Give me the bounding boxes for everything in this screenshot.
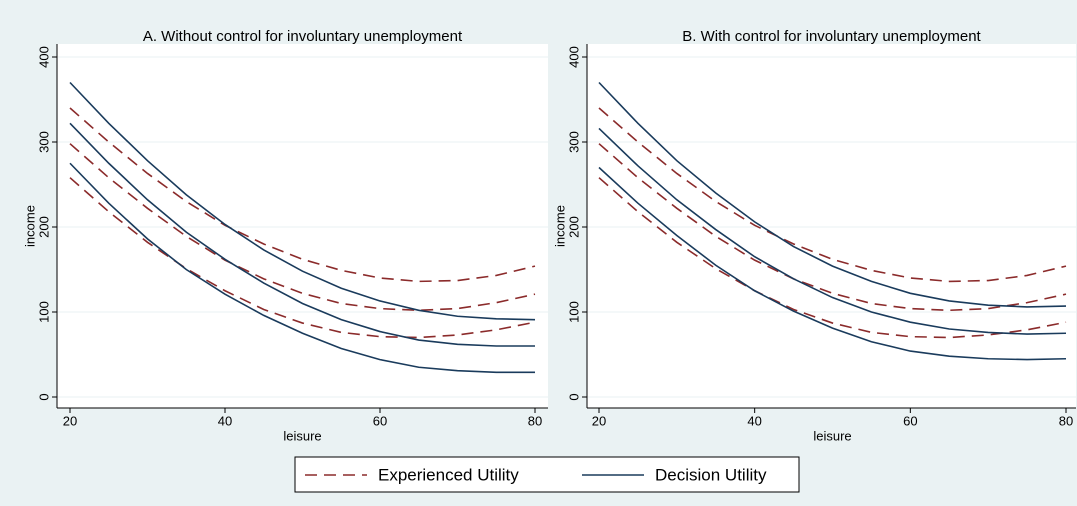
- x-tick-label: 40: [218, 413, 232, 428]
- y-tick-label: 200: [36, 216, 51, 238]
- series-line: [69, 81, 536, 321]
- series-line: [598, 107, 1067, 283]
- series-line: [69, 162, 535, 374]
- y-tick-label: 400: [566, 46, 581, 68]
- y-tick-label: 0: [566, 393, 581, 400]
- series-line: [598, 177, 1067, 339]
- x-tick-label: 60: [373, 413, 387, 428]
- series-line: [69, 107, 536, 283]
- series-line: [598, 166, 1067, 361]
- series-line: [598, 127, 1067, 335]
- x-tick-label: 60: [903, 413, 917, 428]
- y-tick-label: 300: [36, 131, 51, 153]
- series-line: [69, 143, 536, 312]
- y-tick-label: 400: [36, 46, 51, 68]
- plot-area: [587, 44, 1076, 408]
- y-axis-label: income: [552, 205, 567, 247]
- x-tick-label: 20: [63, 413, 77, 428]
- y-tick-label: 100: [566, 301, 581, 323]
- x-axis-label: leisure: [813, 428, 851, 443]
- y-tick-label: 0: [36, 393, 51, 400]
- series-line: [598, 81, 1067, 308]
- x-tick-label: 20: [592, 413, 606, 428]
- x-tick-label: 40: [747, 413, 761, 428]
- plot-area: [57, 44, 548, 408]
- x-tick-label: 80: [1059, 413, 1073, 428]
- chart-title: A. Without control for involuntary unemp…: [143, 28, 463, 45]
- series-line: [598, 143, 1067, 312]
- series-line: [69, 177, 536, 339]
- legend-label: Experienced Utility: [378, 465, 519, 484]
- x-axis-label: leisure: [283, 428, 321, 443]
- y-axis-label: income: [22, 205, 37, 247]
- chart-title: B. With control for involuntary unemploy…: [682, 28, 981, 45]
- x-tick-label: 80: [528, 413, 542, 428]
- y-tick-label: 300: [566, 131, 581, 153]
- legend-box: [294, 456, 800, 493]
- series-line: [69, 122, 535, 347]
- legend-label: Decision Utility: [655, 465, 767, 484]
- y-tick-label: 200: [566, 216, 581, 238]
- y-tick-label: 100: [36, 301, 51, 323]
